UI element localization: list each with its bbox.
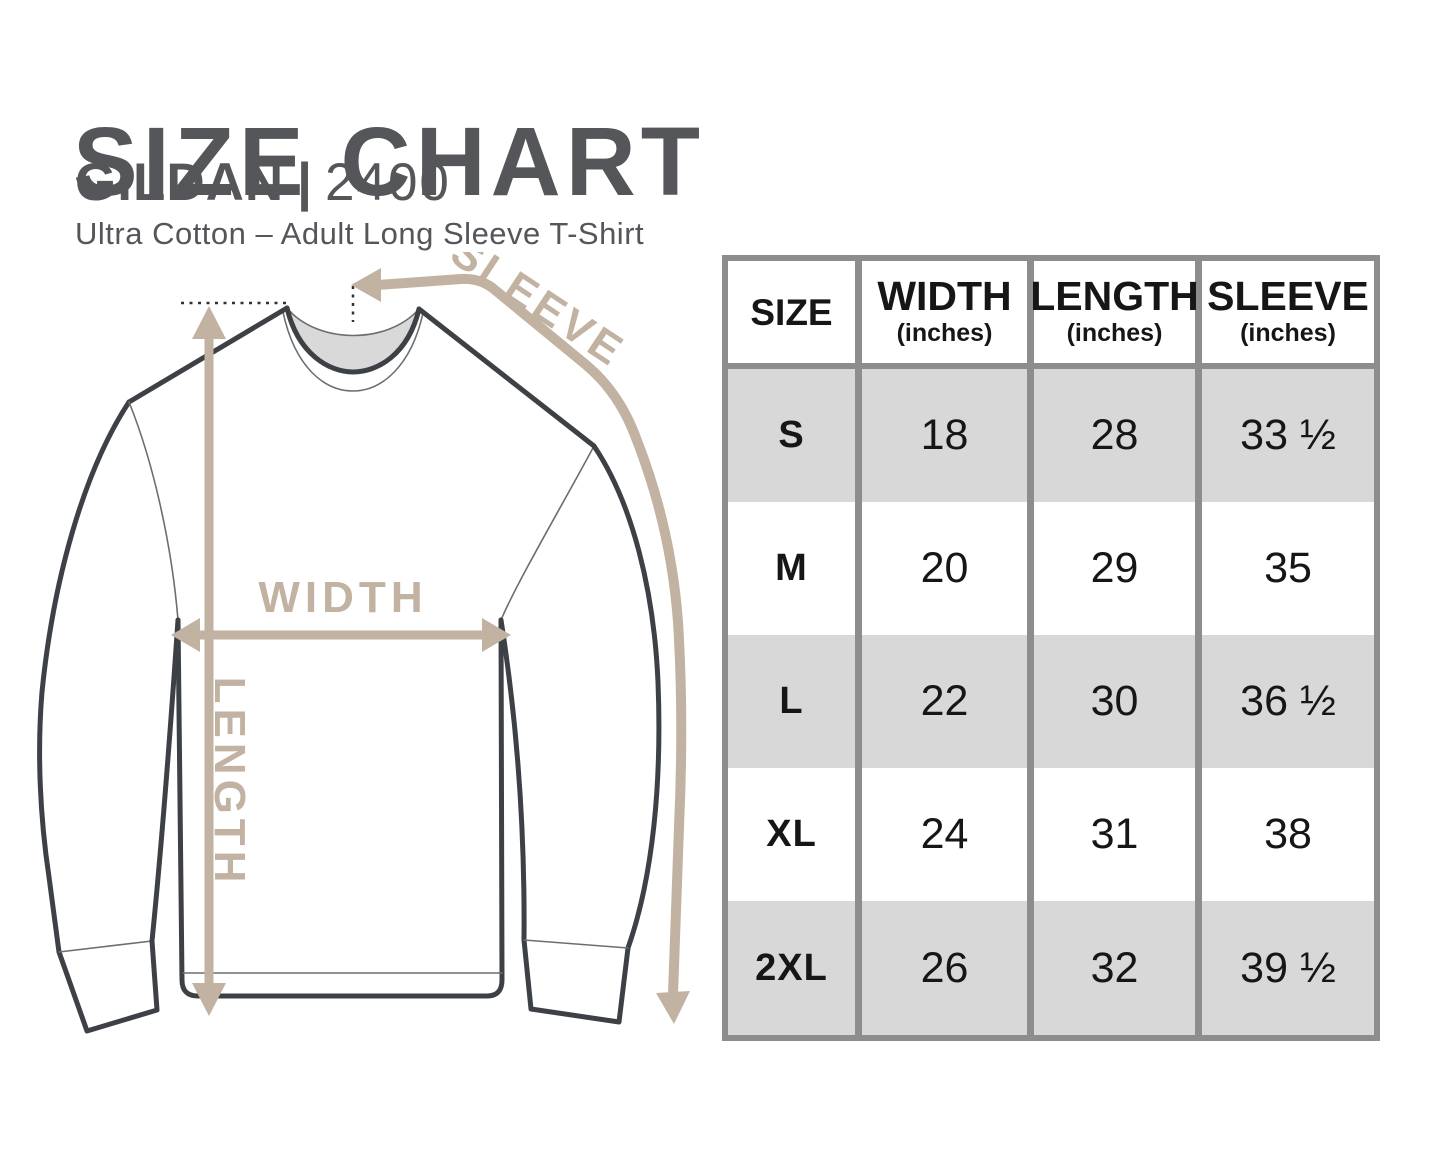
guide-lines [181, 286, 355, 322]
brand-separator: | [297, 153, 312, 212]
width-label: WIDTH [258, 573, 427, 622]
sleeve-arrow-shaft [376, 273, 687, 995]
table-cell-width-l: 22 [862, 635, 1034, 768]
left-cuff-seam [58, 940, 153, 953]
table-row-size-s: S [728, 369, 862, 502]
right-armhole-seam [500, 445, 595, 621]
shirt-outline [37, 305, 662, 1034]
page-title: SIZE CHART [73, 106, 705, 216]
body-outline [175, 617, 505, 999]
collar-band [282, 311, 424, 392]
table-row-size-m: M [728, 502, 862, 635]
length-arrowhead-down [192, 983, 226, 1016]
table-cell-length-m: 29 [1034, 502, 1202, 635]
table-row-size-xl: XL [728, 768, 862, 901]
left-cuff [56, 938, 160, 1034]
right-sleeve-outer [591, 443, 662, 951]
width-arrowhead-left [171, 618, 200, 652]
left-armhole-seam [128, 401, 179, 621]
sleeve-arrowhead-left [351, 268, 381, 302]
brand-line: GILDAN | 2400 [75, 156, 451, 209]
table-cell-length-2xl: 32 [1034, 901, 1202, 1035]
width-arrowhead-right [482, 618, 511, 652]
column-header-width: WIDTH (inches) [862, 261, 1034, 369]
column-header-sleeve: SLEEVE (inches) [1202, 261, 1374, 369]
model-number: 2400 [325, 153, 451, 212]
table-cell-length-l: 30 [1034, 635, 1202, 768]
table-cell-sleeve-2xl: 39 ½ [1202, 901, 1374, 1035]
table-cell-width-s: 18 [862, 369, 1034, 502]
table-cell-width-m: 20 [862, 502, 1034, 635]
product-subtitle: Ultra Cotton – Adult Long Sleeve T-Shirt [75, 216, 645, 251]
right-cuff-seam [523, 939, 629, 949]
brand-name: GILDAN [75, 153, 285, 212]
back-neckline [286, 307, 420, 337]
right-sleeve-inner [498, 617, 527, 943]
collar-seam [284, 305, 422, 375]
collar-inner-fill [287, 308, 419, 372]
right-shoulder-seam [416, 306, 597, 449]
table-cell-length-s: 28 [1034, 369, 1202, 502]
measurement-arrows [171, 268, 690, 1024]
table-cell-width-xl: 24 [862, 768, 1034, 901]
left-sleeve-outer [37, 399, 132, 955]
table-cell-width-2xl: 26 [862, 901, 1034, 1035]
table-cell-sleeve-xl: 38 [1264, 810, 1312, 858]
table-cell-sleeve-s: 33 ½ [1202, 369, 1374, 502]
left-sleeve-inner [149, 617, 181, 944]
table-row-size-l: L [728, 635, 862, 768]
table-cell-length-xl: 31 [1034, 768, 1202, 901]
size-table: SIZE WIDTH (inches) LENGTH (inches) SLEE… [722, 255, 1380, 1041]
length-arrowhead-up [192, 306, 226, 339]
table-cell-sleeve-m: 35 [1264, 544, 1312, 592]
sleeve-arrowhead-down [656, 991, 690, 1024]
shirt-diagram: WIDTH LENGTH SLEEVE [37, 252, 690, 1034]
sleeve-label: SLEEVE [442, 252, 634, 377]
table-cell-sleeve-l: 36 ½ [1202, 635, 1374, 768]
column-header-size: SIZE [728, 261, 862, 369]
column-header-length: LENGTH (inches) [1030, 261, 1202, 369]
table-row-size-2xl: 2XL [728, 901, 862, 1035]
right-cuff [521, 937, 631, 1025]
length-label: LENGTH [205, 677, 254, 888]
measurement-labels: WIDTH LENGTH SLEEVE [205, 252, 634, 887]
